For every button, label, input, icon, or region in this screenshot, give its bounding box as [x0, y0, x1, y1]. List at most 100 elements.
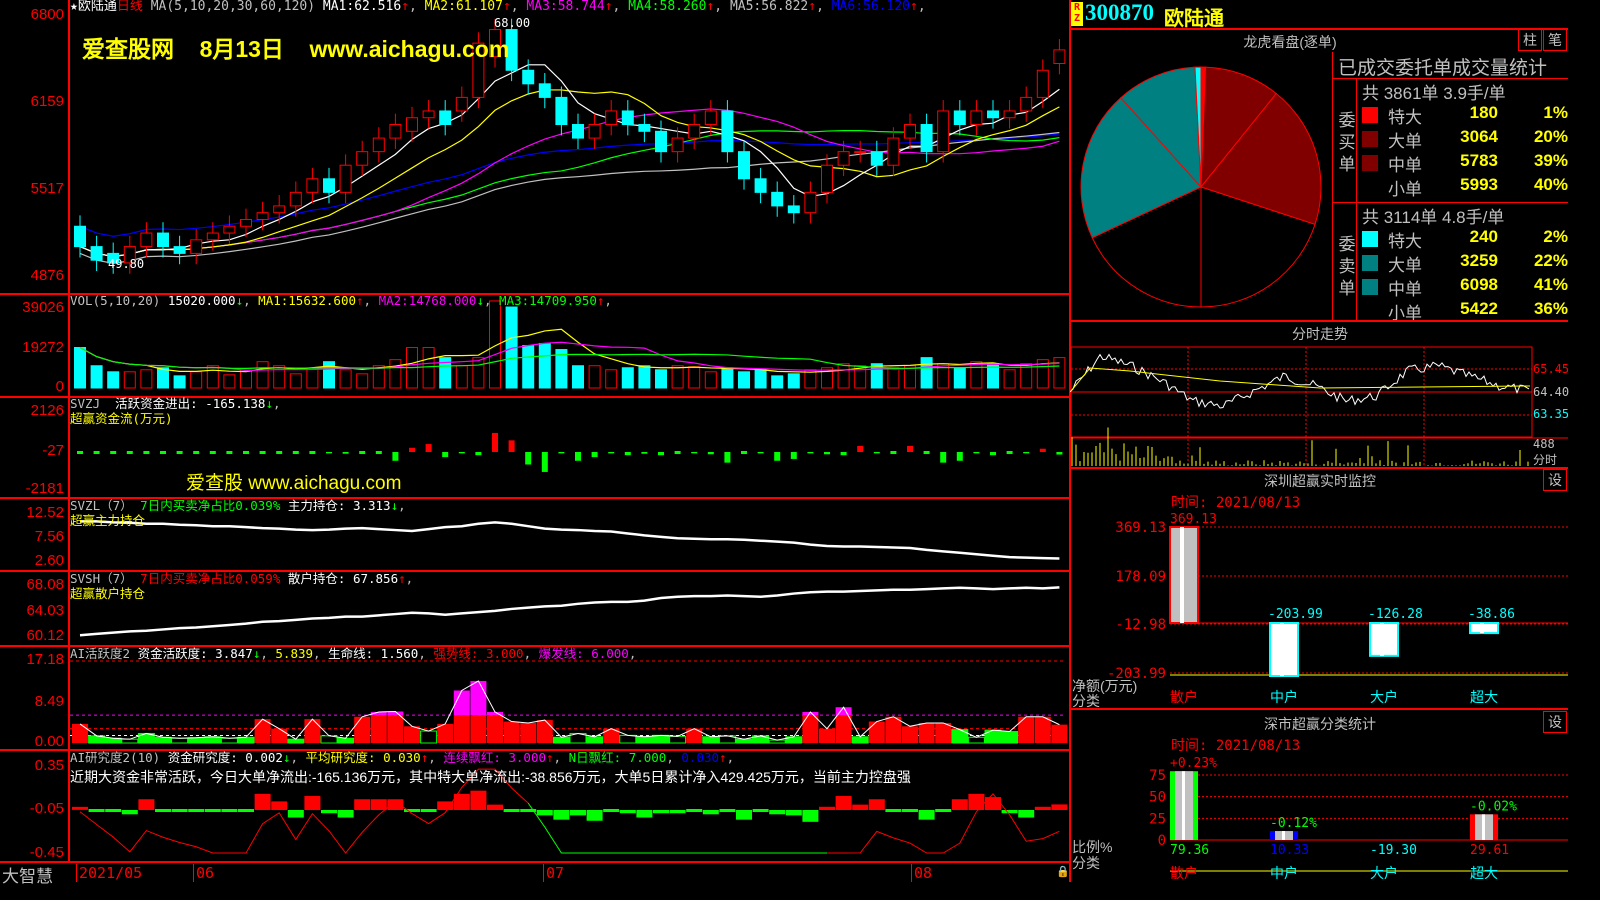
app-name: 大智慧 [2, 867, 53, 886]
tick-view-button[interactable]: 笔 [1543, 29, 1567, 51]
fund-flow-bar [226, 451, 233, 454]
research-bar [553, 810, 570, 820]
volume-bar [605, 369, 618, 389]
volume-bar [555, 349, 568, 389]
fund-flow-bar [77, 451, 83, 454]
fund-flow-bar [907, 445, 913, 452]
lock-icon[interactable]: 🔒 [1056, 865, 1070, 878]
bar-highlight [1280, 623, 1284, 677]
axis-label: 19272 [22, 339, 64, 356]
fund-flow-bar [176, 451, 183, 454]
candle [522, 69, 535, 85]
ai-act-v2: 5.839 [275, 646, 314, 661]
vol-ma1-line [79, 328, 1060, 373]
volume-bar [439, 357, 452, 389]
buy-side-label: 委买单 [1338, 111, 1356, 174]
order-row: 大单 3064 20% [1362, 127, 1568, 151]
activity-bar-burst [453, 690, 470, 716]
activity-bar [552, 736, 570, 744]
order-volume: 5422 [1460, 299, 1498, 318]
fund-flow-bar [1023, 452, 1030, 454]
fund-flow-bar [442, 452, 449, 458]
vol-label: VOL(5,10,20) [70, 293, 161, 308]
candle [223, 225, 236, 234]
research-bar [370, 799, 387, 810]
separator: , [510, 0, 527, 14]
order-type: 特大 [1388, 108, 1422, 127]
svzl-item: 主力持仓: [287, 498, 346, 513]
nred-label: N日飘红: [568, 750, 622, 765]
bar-view-button[interactable]: 柱 [1518, 29, 1542, 51]
fund-flow-bar [492, 432, 498, 452]
intraday-title: 分时走势 [1292, 326, 1348, 342]
period-label[interactable]: 日线 [116, 0, 143, 14]
favorite-star-icon[interactable]: ★ [70, 0, 78, 14]
activity-bar [503, 721, 520, 743]
candle [356, 151, 369, 166]
svzl-value: 3.313 [352, 498, 391, 513]
fund-flow-bar [1056, 452, 1063, 455]
settings-button[interactable]: 设 [1543, 469, 1567, 491]
candle [688, 124, 701, 139]
volume-bar [356, 373, 369, 389]
volume-bar [522, 344, 535, 389]
category-header: 分类 [1072, 693, 1100, 708]
svsh-title: SVSH（7） 7日内买卖净占比0.059% 散户持仓: 67.856↑, [70, 571, 414, 586]
fund-flow-bar [591, 452, 598, 458]
axis-label: 178.09 [1115, 569, 1166, 585]
value-label: -203.99 [1268, 607, 1323, 622]
candle [538, 83, 551, 98]
order-volume: 240 [1469, 227, 1498, 246]
research-bar [155, 809, 171, 812]
volume-bar [854, 365, 867, 389]
fund-flow-bar [541, 452, 548, 472]
kline-chart-area[interactable] [0, 0, 1072, 862]
activity-bar-burst [387, 711, 404, 716]
research-bar [171, 809, 188, 812]
research-bar [72, 806, 88, 810]
research-bar [105, 809, 122, 812]
svzj-label: SVZJ [70, 396, 101, 411]
activity-bar [868, 721, 885, 743]
candle [472, 42, 485, 98]
volume-bar [190, 371, 203, 389]
activity-bar [885, 716, 902, 743]
settings-button[interactable]: 设 [1543, 711, 1567, 733]
ma-values: MA1:62.516↑, MA2:61.107↑, MA3:58.744↑, M… [323, 0, 926, 14]
research-bar [885, 809, 902, 812]
svzj-subtitle: 超赢资金流(万元) [70, 411, 173, 426]
intraday-vol-label: 488 [1533, 437, 1555, 451]
divider [1070, 28, 1568, 30]
unit-label: 净额(万元) [1072, 678, 1137, 694]
order-type: 中单 [1388, 156, 1422, 175]
fund-flow-bar [857, 445, 864, 452]
research-bar [636, 810, 653, 818]
activity-bar [635, 736, 653, 744]
research-bar [918, 810, 935, 820]
fund-flow-bar [359, 451, 366, 454]
arrow-up-icon: ↑ [910, 0, 918, 14]
order-row: 小单 5422 36% [1362, 299, 1568, 323]
volume-bar [206, 365, 219, 389]
research-trend-line-red [827, 793, 1060, 854]
axis-label: 0.00 [34, 733, 64, 750]
candle [140, 232, 153, 248]
candle [572, 124, 584, 139]
svsh-value: 67.856 [352, 571, 399, 586]
stock-title-name: 欧陆通 [1164, 8, 1224, 30]
volume-bar [306, 367, 319, 389]
activity-bar-burst [835, 707, 852, 716]
intraday-chart[interactable] [1070, 346, 1568, 468]
fund-flow-bar [93, 451, 100, 454]
fund-flow-bar [458, 452, 465, 454]
intraday-axis-label: 63.35 [1533, 407, 1570, 421]
order-type: 中单 [1388, 280, 1422, 299]
volume-bar [738, 371, 750, 389]
volume-bar [655, 369, 667, 389]
candle [837, 151, 850, 166]
axis-label: 50 [1149, 790, 1166, 806]
candle [323, 178, 335, 193]
watermark-url: www.aichagu.com [309, 36, 510, 62]
vol-ma3-line [79, 346, 1060, 370]
research-bar [337, 810, 354, 818]
